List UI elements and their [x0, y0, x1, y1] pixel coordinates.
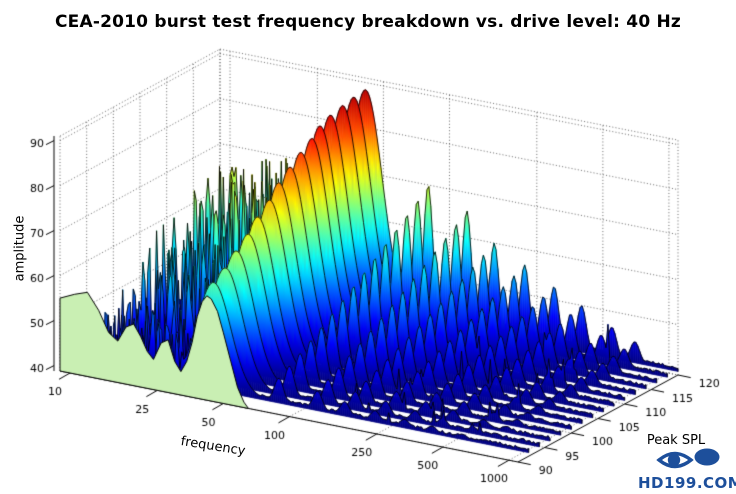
- page-title: CEA-2010 burst test frequency breakdown …: [55, 12, 681, 32]
- peak-spl-axis-label: Peak SPL: [646, 433, 706, 448]
- eye-logo-icon: [656, 448, 720, 469]
- watermark: HD199.COM: [638, 446, 736, 492]
- amplitude-axis-label: amplitude: [12, 215, 28, 282]
- watermark-text: HD199.COM: [638, 474, 736, 492]
